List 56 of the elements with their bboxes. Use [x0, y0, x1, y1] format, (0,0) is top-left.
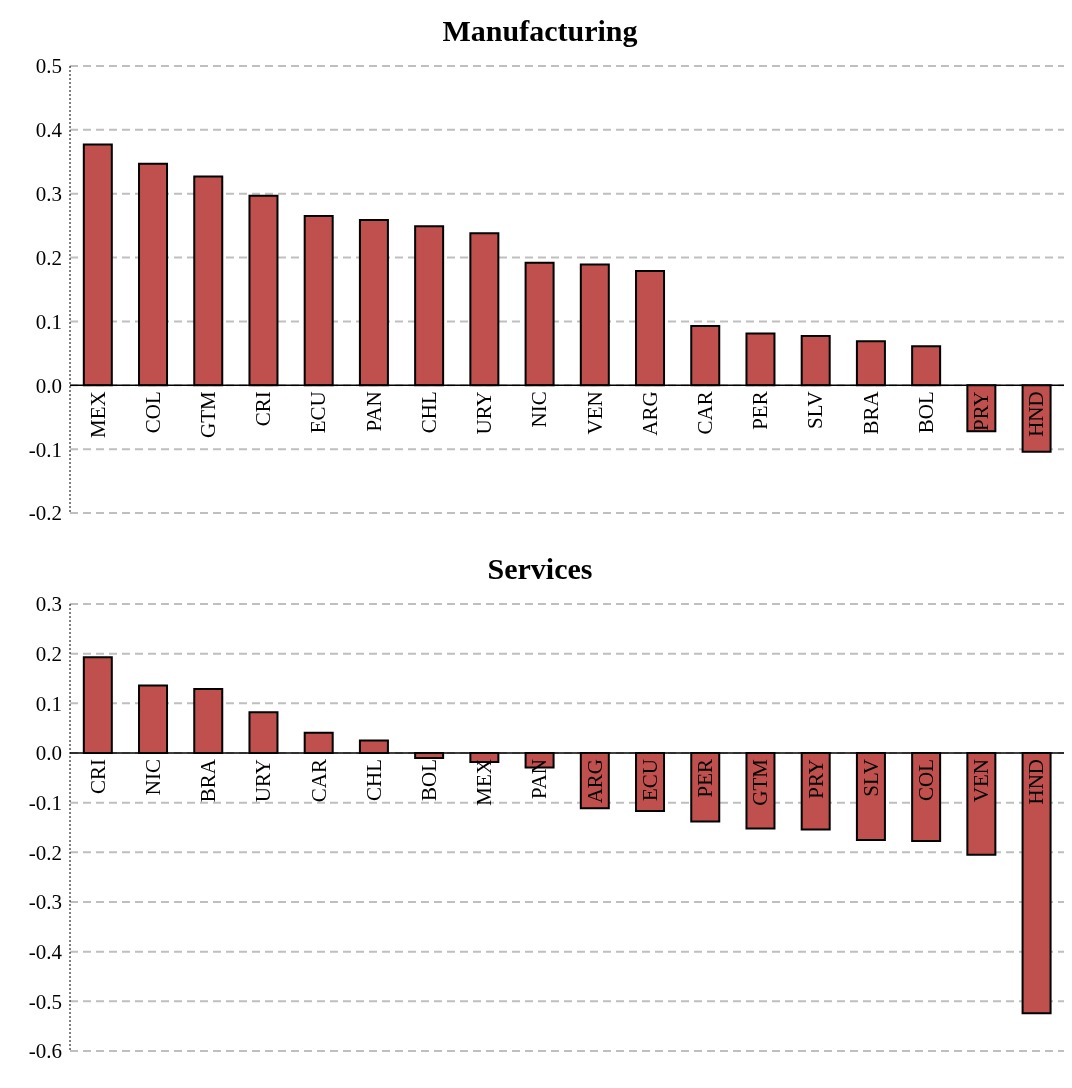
x-tick-label: ARG [637, 391, 662, 436]
x-tick-label: NIC [527, 391, 552, 428]
x-tick-label: BRA [196, 758, 221, 803]
y-tick-label: 0.1 [35, 691, 62, 716]
y-tick-label: -0.1 [28, 437, 62, 462]
x-tick-label: BOL [913, 391, 938, 434]
x-tick-label: BRA [858, 390, 883, 435]
x-tick-label: GTM [196, 390, 221, 438]
x-tick-label: PER [748, 391, 773, 430]
x-tick-label: PER [693, 759, 718, 798]
y-tick-label: 0.0 [35, 741, 62, 766]
x-tick-label: COL [140, 391, 165, 434]
chart-title: Services [486, 551, 594, 587]
y-tick-label: 0.4 [35, 118, 63, 143]
x-tick-label: VEN [969, 759, 994, 803]
y-tick-label: 0.2 [35, 642, 62, 667]
x-tick-label: PRY [803, 759, 828, 799]
x-tick-label: MEX [85, 391, 110, 438]
x-tick-label: PAN [361, 391, 386, 432]
y-tick-label: -0.5 [28, 989, 62, 1014]
chart-title: Manufacturing [441, 13, 639, 49]
x-tick-label: NIC [140, 759, 165, 796]
y-tick-label: -0.3 [28, 890, 62, 915]
x-tick-label: CAR [306, 759, 331, 803]
x-tick-label: COL [913, 759, 938, 801]
y-tick-label: -0.2 [28, 501, 62, 526]
y-tick-label: -0.4 [28, 940, 63, 965]
y-tick-label: 0.2 [35, 246, 62, 271]
x-tick-label: URY [251, 759, 276, 803]
x-tick-label: CHL [416, 391, 441, 434]
y-tick-label: 0.5 [35, 54, 62, 79]
x-tick-label: URY [472, 391, 497, 435]
x-tick-label: SLV [803, 391, 828, 430]
x-tick-label: BOL [416, 759, 441, 801]
x-tick-label: HND [1024, 391, 1049, 437]
y-tick-label: 0.3 [35, 182, 62, 207]
y-tick-label: -0.2 [28, 840, 62, 865]
x-tick-label: CRI [85, 759, 110, 795]
x-tick-label: PAN [527, 759, 552, 800]
y-tick-label: 0.3 [35, 592, 62, 617]
x-tick-label: SLV [858, 759, 883, 797]
y-tick-label: -0.1 [28, 791, 62, 816]
y-tick-label: -0.6 [28, 1039, 62, 1064]
x-tick-label: GTM [748, 758, 773, 806]
x-tick-label: ECU [637, 759, 662, 801]
x-tick-label: MEX [472, 759, 497, 806]
x-tick-label: ARG [582, 759, 607, 804]
y-tick-label: 0.0 [35, 373, 62, 398]
x-tick-label: VEN [582, 391, 607, 435]
x-tick-label: PRY [969, 391, 994, 431]
x-tick-label: HND [1024, 759, 1049, 805]
y-tick-label: 0.1 [35, 309, 62, 334]
x-tick-label: ECU [306, 391, 331, 434]
x-tick-label: CAR [693, 391, 718, 435]
x-tick-label: CRI [251, 391, 276, 427]
x-tick-label: CHL [361, 759, 386, 801]
